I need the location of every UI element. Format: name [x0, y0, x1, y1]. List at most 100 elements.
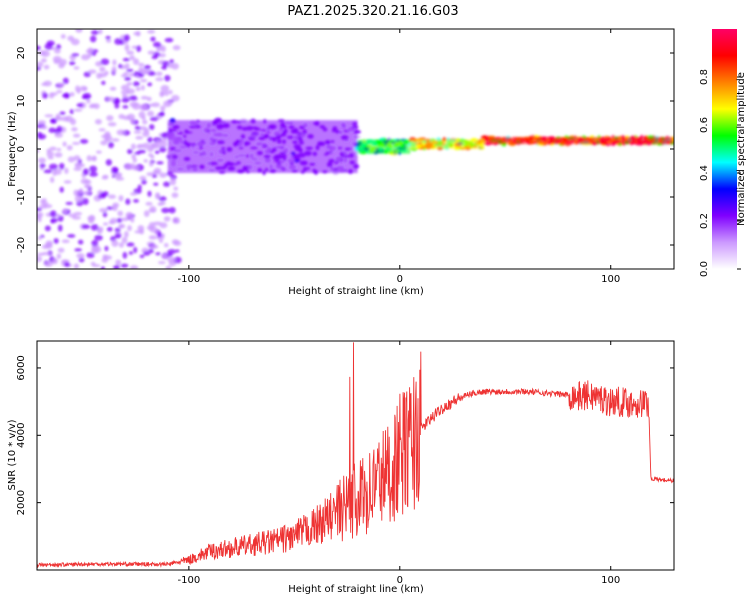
spectrogram-cell	[54, 152, 63, 158]
spectrogram-cell	[124, 231, 129, 238]
spectrogram-cell	[43, 64, 50, 70]
spectrogram-cell	[173, 256, 182, 264]
spectrogram-cell	[143, 159, 148, 163]
spectrogram-cell	[120, 217, 129, 222]
snr-panel: -100 0 100 2000 4000 6000 Height of straight …	[7, 340, 675, 595]
spectrogram-cell	[133, 246, 138, 254]
spectrogram-cell	[159, 172, 167, 178]
spectrogram-cell	[62, 141, 67, 147]
spectrogram-cell	[135, 86, 141, 91]
spectrogram-cell	[61, 239, 70, 244]
spectrogram-cell	[88, 219, 94, 224]
spectrogram-cell	[78, 188, 84, 194]
spectrogram-cell	[56, 90, 63, 94]
spectrogram-cell	[49, 118, 58, 124]
spectrogram-cell	[147, 29, 156, 34]
spectrogram-cell	[132, 157, 137, 163]
spectrogram-cell	[37, 255, 43, 263]
snr-xtick-label: -100	[178, 575, 201, 586]
spectrogram-cell	[143, 251, 151, 256]
spectrogram-cell	[114, 103, 120, 109]
spectrogram-cell	[52, 169, 57, 177]
spectrogram-cell	[124, 163, 134, 171]
spectrogram-cell	[95, 61, 103, 67]
spectrogram-cell	[70, 38, 80, 46]
spectrogram-cell	[98, 128, 106, 132]
spectrogram-cell	[93, 103, 100, 110]
snr-ylabel: SNR (10 * v/v)	[7, 419, 18, 490]
spectrogram-band	[410, 139, 485, 149]
spectrogram-cell	[76, 253, 85, 259]
spectrogram-cell	[101, 80, 106, 85]
spectrogram-cell	[73, 108, 83, 112]
spectrogram-cell	[149, 226, 158, 233]
spectrogram-cell	[133, 130, 142, 134]
spectrogram-cell	[46, 40, 55, 47]
spectrogram-cell	[65, 201, 73, 206]
spectrogram-cell	[147, 50, 155, 55]
spectrogram-cell	[61, 116, 70, 122]
spectrogram-cell	[54, 116, 61, 120]
spectrogram-ylabel: Frequency (Hz)	[7, 111, 18, 187]
spectrogram-cell	[111, 66, 117, 73]
spectrogram-cell	[167, 257, 176, 263]
spectrogram-cell	[91, 239, 99, 247]
spectrogram-cell	[71, 53, 80, 57]
spectrogram-cell	[154, 150, 160, 155]
spectrogram-cell	[46, 151, 54, 158]
spectrogram-cell	[107, 96, 115, 102]
spectrogram-cell	[140, 95, 149, 100]
spectrogram-cell	[62, 208, 68, 214]
spectrogram-cell	[97, 228, 103, 235]
spectrogram-cell	[148, 248, 154, 254]
spectrogram-cell	[155, 77, 164, 82]
spectrogram-cell	[37, 149, 40, 153]
spectrogram-cell	[89, 35, 97, 43]
spectrogram-cell	[151, 102, 160, 108]
spectrogram-cell	[91, 51, 97, 56]
spectrogram-cell	[163, 181, 171, 187]
spectrogram-cell	[126, 88, 135, 95]
spectrogram-cell	[96, 72, 103, 79]
spectrogram-cell	[142, 119, 148, 125]
spectrogram-cell	[74, 248, 82, 252]
spectrogram-cell	[63, 180, 72, 184]
spectrogram-cell	[129, 55, 135, 61]
spectrogram-cell	[99, 192, 106, 197]
spectrogram-cell	[150, 36, 156, 42]
spectrogram-cell	[37, 236, 42, 241]
spectrogram-cell	[48, 163, 58, 170]
spectrogram-cell	[164, 37, 174, 43]
spectrogram-cell	[83, 190, 90, 196]
spectrogram-cell	[147, 153, 154, 157]
spectrogram-cell	[160, 91, 165, 97]
spectrogram-cell	[94, 118, 102, 125]
spectrogram-cell	[96, 150, 102, 154]
spectrogram-cell	[154, 192, 160, 200]
spectrogram-xlabel: Height of straight line (km)	[288, 286, 424, 297]
spectrogram-cell	[124, 76, 131, 81]
spectrogram-cell	[161, 65, 168, 70]
spectrogram-cell	[82, 86, 88, 91]
figure-title: PAZ1.2025.320.21.16.G03	[287, 4, 458, 19]
snr-frame	[36, 340, 675, 571]
spectrogram-cell	[127, 225, 132, 232]
spectrogram-cell	[53, 59, 60, 65]
spectrogram-cell	[43, 169, 53, 174]
spectrogram-cell	[158, 239, 163, 243]
spectrogram-cell	[105, 159, 113, 166]
spectrogram-cell	[130, 216, 135, 223]
spectrogram-cell	[81, 54, 90, 61]
spectrogram-cell	[59, 111, 66, 115]
spectrogram-cell	[64, 262, 70, 267]
spectrogram-cell	[67, 156, 76, 163]
spectrogram-cell	[133, 199, 140, 203]
spectrogram-cell	[134, 151, 141, 155]
colorbar-gradient	[712, 29, 737, 269]
spectrogram-cell	[78, 257, 85, 263]
spectrogram-cell	[73, 263, 80, 269]
spectrogram-cell	[129, 95, 138, 101]
spectrogram-cell	[37, 45, 41, 51]
spectrogram-cell	[101, 257, 108, 263]
